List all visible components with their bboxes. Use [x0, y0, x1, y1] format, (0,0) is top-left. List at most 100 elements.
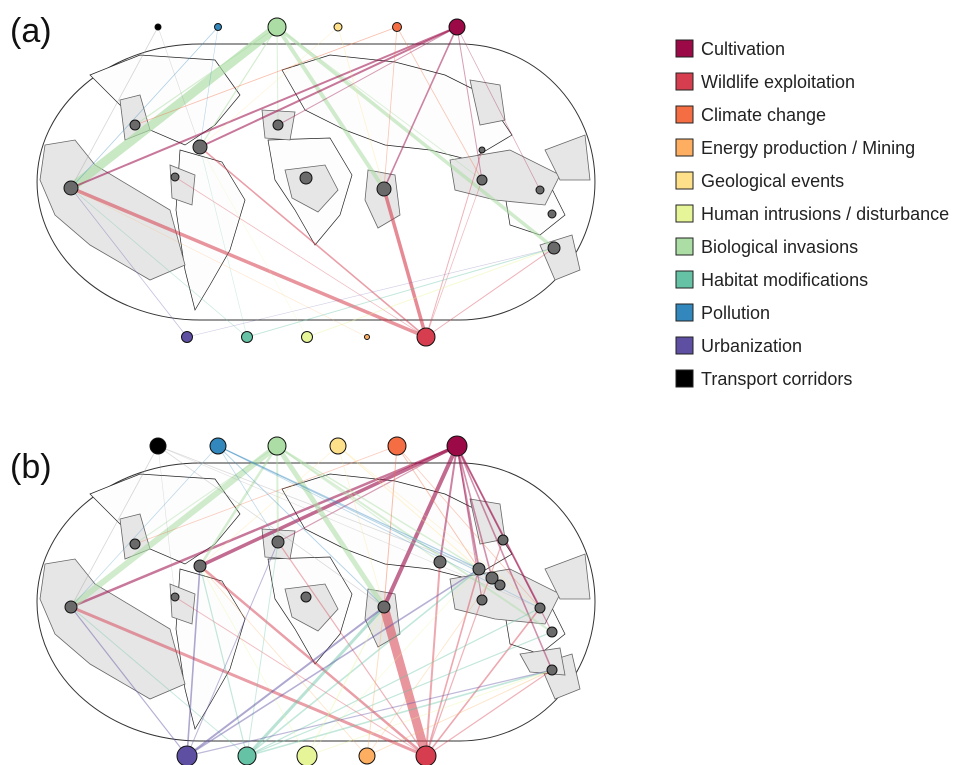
legend-swatch-habitat [675, 270, 694, 289]
region-node [192, 139, 208, 155]
edge-invasions [68, 443, 280, 610]
threat-node-urbanization [181, 331, 193, 343]
legend-item-habitat: Habitat modifications [675, 270, 868, 290]
legend-item-geological: Geological events [675, 171, 844, 191]
edge-invasions [66, 22, 282, 193]
edge-urbanization [186, 568, 480, 757]
edge-urbanization [186, 606, 385, 757]
region-node [170, 592, 180, 602]
region-node [272, 119, 284, 131]
legend-label-invasions: Biological invasions [701, 237, 858, 257]
region-node [534, 602, 546, 614]
edge-urbanization [186, 247, 555, 338]
legend-swatch-invasions [675, 237, 694, 256]
region-node [478, 146, 486, 154]
legend-item-invasions: Biological invasions [675, 237, 858, 257]
region-polygon [284, 164, 339, 213]
edge-cultivation [456, 445, 480, 570]
edge-urbanization [186, 541, 279, 757]
legend-swatch-cultivation [675, 39, 694, 58]
edge-wildlife [425, 669, 553, 757]
panel-label-a: (a) [10, 12, 52, 50]
region-node [170, 172, 180, 182]
threat-node-transport [149, 437, 167, 455]
region-polygon [449, 568, 561, 625]
edge-urbanization [70, 606, 188, 757]
edge-habitat [199, 565, 248, 757]
edge-invasions [276, 445, 441, 563]
edge-habitat [70, 606, 248, 757]
region-node [547, 209, 557, 219]
threat-node-habitat [241, 331, 253, 343]
edge-climate [134, 26, 398, 126]
edges-a [66, 22, 556, 339]
edge-climate [396, 445, 480, 570]
edge-urbanization [186, 565, 201, 757]
legend-item-energy: Energy production / Mining [675, 138, 915, 158]
legend-label-cultivation: Cultivation [701, 39, 785, 59]
legend-label-climate: Climate change [701, 105, 826, 125]
edge-transport [157, 445, 541, 609]
edge-cultivation [277, 445, 458, 543]
edge-wildlife [425, 607, 541, 757]
region-node [546, 664, 558, 676]
legend-item-wildlife: Wildlife exploitation [675, 72, 855, 92]
edges-b [68, 443, 553, 761]
edge-invasions [134, 26, 278, 126]
region-node [376, 181, 392, 197]
edge-habitat [70, 187, 248, 338]
edge-wildlife [199, 146, 427, 338]
edge-human [306, 568, 480, 757]
edge-cultivation [456, 26, 541, 191]
edge-habitat [246, 607, 541, 757]
edge-geological [199, 26, 339, 148]
edge-invasions [276, 445, 480, 570]
region-node [299, 171, 313, 185]
edge-climate [396, 445, 541, 609]
edge-cultivation [198, 444, 459, 568]
legend-swatch-urbanization [675, 336, 694, 355]
edge-pollution [217, 445, 493, 579]
edge-cultivation [456, 26, 483, 181]
region-node [63, 180, 79, 196]
threat-node-energy [364, 334, 370, 340]
edge-transport [157, 26, 201, 148]
edge-cultivation [199, 26, 458, 148]
edge-invasions [276, 26, 483, 181]
edge-habitat [245, 605, 386, 758]
threat-node-cultivation [448, 18, 466, 36]
edge-invasions [276, 445, 553, 633]
threat-node-cultivation [446, 435, 468, 457]
legend-swatch-energy [675, 138, 694, 157]
legend-label-wildlife: Wildlife exploitation [701, 72, 855, 92]
edge-wildlife [174, 176, 427, 338]
region-polygon [39, 139, 186, 281]
region-node [472, 562, 486, 576]
edge-invasions [276, 445, 279, 543]
threat-node-climate [387, 436, 407, 456]
edge-invasions [198, 444, 279, 568]
legend-item-human: Human intrusions / disturbance [675, 204, 949, 224]
edge-wildlife [174, 596, 427, 757]
edge-climate [383, 445, 398, 608]
region-node [193, 559, 207, 573]
edge-urbanization [70, 187, 188, 338]
edge-transport [70, 26, 159, 189]
region-nodes-a [63, 119, 561, 255]
edge-invasions [276, 26, 279, 126]
edge-cultivation [277, 26, 458, 126]
region-polygon [469, 79, 506, 126]
panel-a-network-map [36, 17, 596, 347]
legend-label-transport: Transport corridors [701, 369, 852, 389]
edge-human [199, 565, 308, 757]
legend-swatch-human [675, 204, 694, 223]
edge-climate [383, 26, 398, 190]
edge-habitat [246, 247, 555, 338]
edge-wildlife [69, 186, 428, 339]
edge-cultivation [383, 26, 458, 190]
edge-wildlife [425, 149, 483, 338]
region-polygon [39, 558, 186, 700]
edge-wildlife [69, 605, 428, 758]
threat-node-geological [329, 437, 347, 455]
region-node [64, 600, 78, 614]
